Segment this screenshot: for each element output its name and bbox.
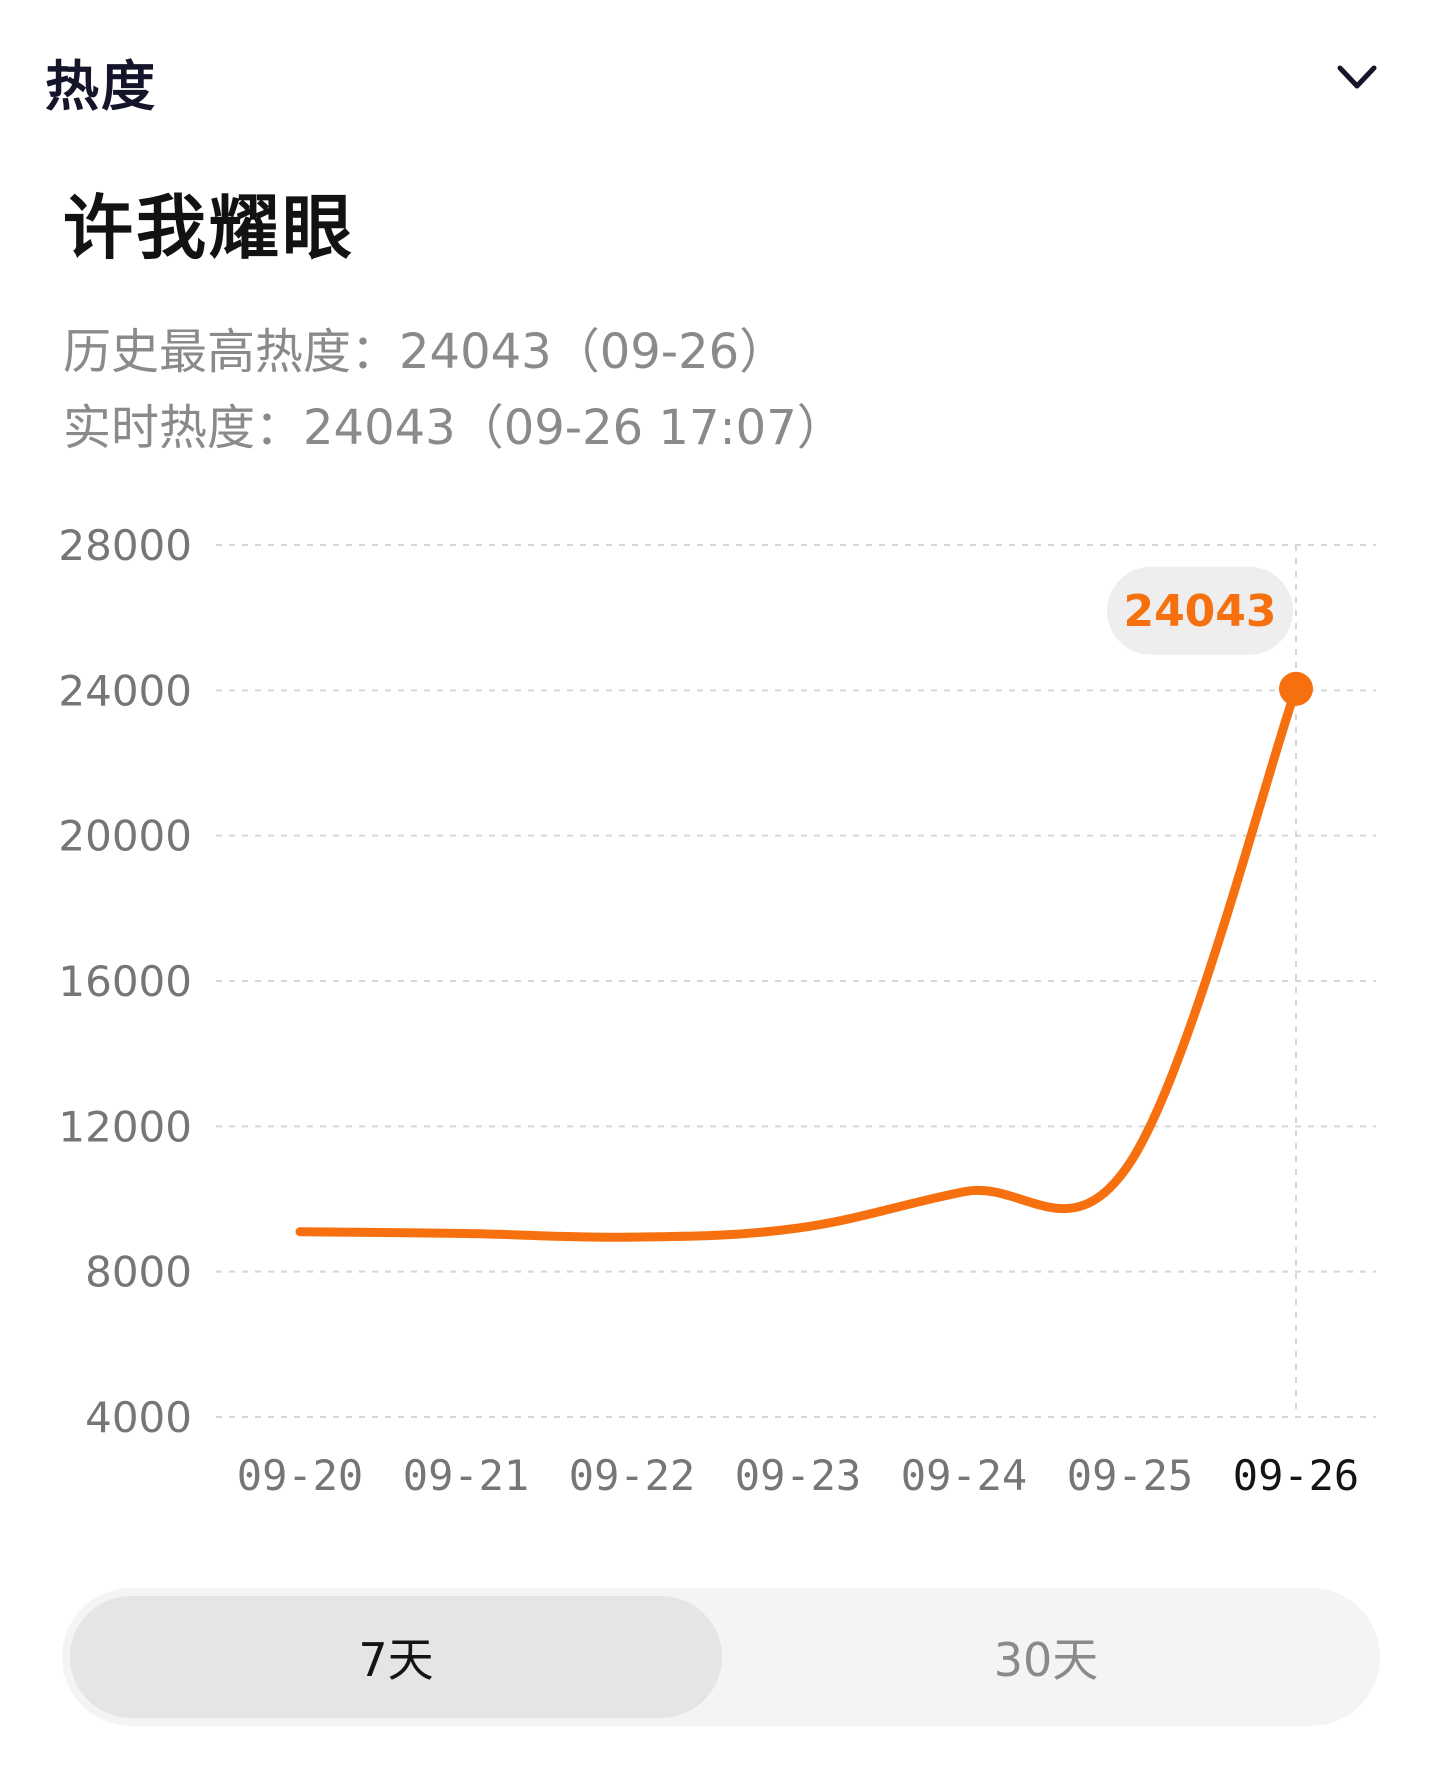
x-tick-label: 09-22: [569, 1451, 695, 1500]
y-tick-label: 24000: [58, 666, 192, 715]
x-tick-label: 09-23: [735, 1451, 861, 1500]
y-tick-label: 12000: [58, 1102, 192, 1151]
highlight-bubble: [1107, 566, 1293, 655]
series-line: [295, 684, 1301, 1242]
x-tick-label: 09-20: [237, 1451, 363, 1500]
range-option-7-days[interactable]: 7天: [70, 1596, 722, 1718]
y-tick-label: 4000: [85, 1393, 192, 1442]
topic-title: 许我耀眼: [63, 187, 355, 269]
x-tick-label: 09-25: [1067, 1451, 1193, 1500]
y-tick-label: 8000: [85, 1248, 192, 1297]
heat-chart: 28000 24000 20000 16000 12000 8000 4000 09-20 09…: [0, 500, 1440, 1520]
highlight-bubble-label: 24043: [1123, 586, 1276, 637]
y-tick-label: 20000: [58, 812, 192, 861]
heat-line-chart: 28000 24000 20000 16000 12000 8000 4000 09-20 09…: [58, 521, 1376, 1500]
y-tick-label: 28000: [58, 521, 192, 570]
realtime-heat: 实时热度：24043（09-26 17:07）: [63, 400, 845, 456]
panel-title: 热度: [45, 55, 157, 118]
chevron-down-icon[interactable]: [1334, 58, 1380, 98]
y-tick-label: 16000: [58, 957, 192, 1006]
x-tick-label: 09-21: [403, 1451, 529, 1500]
range-option-30-days[interactable]: 30天: [993, 1633, 1099, 1687]
history-max-heat: 历史最高热度：24043（09-26）: [63, 324, 788, 380]
highlight-point: [1279, 671, 1313, 706]
x-tick-label: 09-26: [1233, 1451, 1359, 1500]
panel-header: 热度: [0, 0, 1440, 150]
x-tick-label: 09-24: [901, 1451, 1027, 1500]
range-toggle: 7天 30天: [62, 1588, 1380, 1726]
